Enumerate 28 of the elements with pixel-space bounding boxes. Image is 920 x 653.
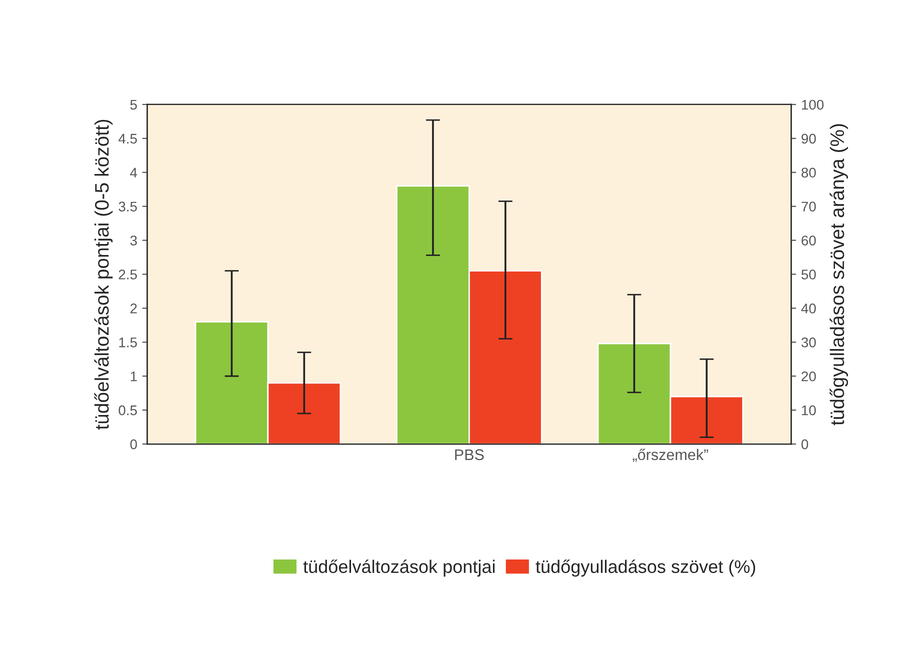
y2-axis-title: tüdőgyulladásos szövet aránya (%)	[830, 124, 848, 426]
y2-tick-label: 60	[802, 236, 816, 246]
y-tick-label: 4.5	[118, 134, 137, 144]
x-tick-label: PBS	[455, 449, 484, 460]
y2-tick-label: 0	[801, 439, 808, 450]
y-axis-title: tüdőelváltozások pontjai (0-5 között)	[94, 120, 113, 430]
y-tick-label: 0	[130, 439, 137, 450]
y2-tick-label: 80	[802, 168, 816, 178]
x-tick-label: „őrszemek”	[632, 448, 708, 462]
y-tick-label: 3.5	[118, 202, 137, 212]
y2-tick-label: 70	[802, 202, 816, 212]
y-tick-label: 1	[130, 372, 137, 382]
y2-tick-label: 50	[801, 270, 816, 280]
y-tick-label: 4	[130, 168, 138, 178]
y2-tick-label: 20	[802, 371, 816, 382]
y2-tick-label: 90	[802, 134, 816, 144]
y2-tick-label: 40	[801, 304, 816, 314]
legend-label: tüdőgyulladásos szövet (%)	[536, 560, 756, 577]
y-tick-label: 3	[130, 236, 137, 246]
y-tick-label: 5	[130, 100, 137, 110]
y-tick-label: 1.5	[119, 338, 137, 348]
y2-tick-label: 10	[802, 405, 816, 416]
y-tick-label: 2	[130, 304, 137, 314]
legend-label: tüdőelváltozások pontjai	[303, 560, 495, 577]
y2-tick-label: 100	[802, 100, 824, 110]
y2-tick-label: 30	[801, 338, 816, 348]
y-tick-label: 0.5	[118, 405, 137, 416]
y-tick-label: 2.5	[118, 270, 137, 280]
